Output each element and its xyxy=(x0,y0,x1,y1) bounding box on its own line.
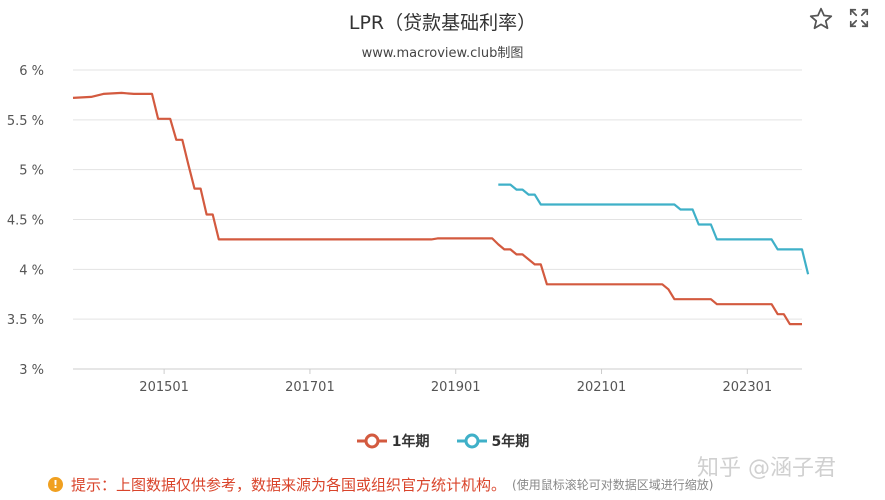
series-lines xyxy=(72,91,810,326)
x-tick-label: 201901 xyxy=(431,380,481,395)
zoom-hint: (使用鼠标滚轮可对数据区域进行缩放) xyxy=(512,478,714,492)
legend-item-1y[interactable]: 1年期 xyxy=(356,431,430,451)
info-icon: ! xyxy=(48,477,63,492)
legend-label-1y: 1年期 xyxy=(391,434,430,450)
x-tick-label: 202101 xyxy=(577,380,627,395)
chart-subtitle: www.macroview.club制图 xyxy=(361,46,524,61)
legend-marker-1y-icon xyxy=(356,433,387,449)
x-axis-ticks: 201501 201701 201901 202101 202301 xyxy=(139,369,772,395)
series-line-5y[interactable] xyxy=(498,183,810,275)
y-tick-label: 4.5 % xyxy=(7,214,44,229)
x-tick-label: 201501 xyxy=(139,380,189,395)
chart-title: LPR（贷款基础利率） xyxy=(348,12,537,34)
legend-marker-5y-icon xyxy=(456,433,487,449)
y-axis-ticks: 3 % 3.5 % 4 % 4.5 % 5 % 5.5 % 6 % xyxy=(7,64,44,378)
y-tick-label: 5.5 % xyxy=(7,114,44,129)
y-tick-label: 3.5 % xyxy=(7,313,44,328)
footer-notice: ! 提示：上图数据仅供参考，数据来源为各国或组织官方统计机构。 (使用鼠标滚轮可… xyxy=(48,474,713,495)
y-tick-label: 6 % xyxy=(19,64,44,79)
data-source-notice: 提示：上图数据仅供参考，数据来源为各国或组织官方统计机构。 xyxy=(71,476,507,494)
y-tick-label: 5 % xyxy=(19,164,44,179)
legend-item-5y[interactable]: 5年期 xyxy=(456,431,530,451)
expand-icon[interactable] xyxy=(848,7,870,29)
series-line-1y[interactable] xyxy=(72,91,802,326)
legend-label-5y: 5年期 xyxy=(491,434,530,450)
lpr-chart[interactable]: 3 % 3.5 % 4 % 4.5 % 5 % 5.5 % 6 % 201501 201701… xyxy=(0,0,885,430)
watermark: 知乎 @涵子君 xyxy=(697,456,836,481)
star-icon[interactable] xyxy=(808,6,834,32)
x-tick-label: 201701 xyxy=(285,380,335,395)
chart-legend: 1年期 5年期 xyxy=(0,431,885,451)
x-tick-label: 202301 xyxy=(723,380,773,395)
y-tick-label: 4 % xyxy=(19,263,44,278)
grid-lines xyxy=(73,69,802,370)
y-tick-label: 3 % xyxy=(19,363,44,378)
